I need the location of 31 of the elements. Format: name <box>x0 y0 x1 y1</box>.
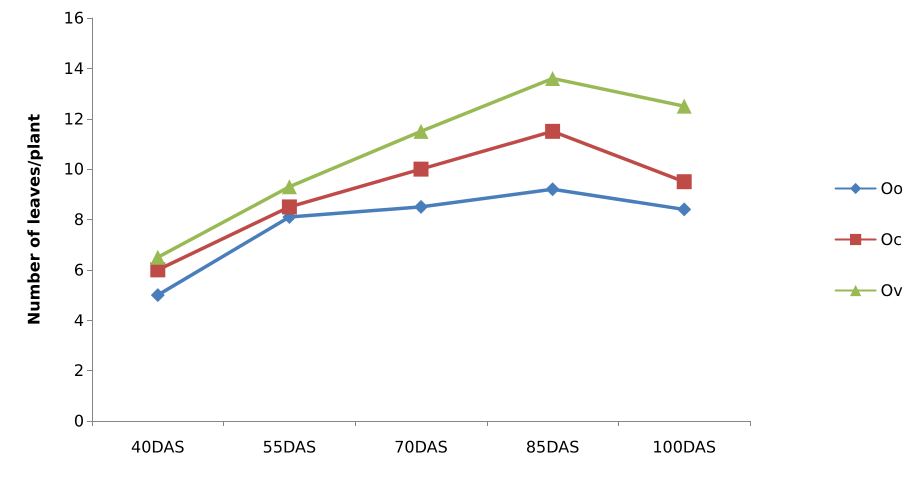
y-tick-label: 10 <box>64 160 84 179</box>
point <box>282 179 297 194</box>
x-tick-label: 70DAS <box>394 438 448 456</box>
point <box>414 124 428 139</box>
point <box>414 162 428 177</box>
y-tick-label: 0 <box>74 412 84 430</box>
y-tick-label: 16 <box>64 8 84 28</box>
y-tick-label: 6 <box>74 260 84 280</box>
point <box>282 199 297 214</box>
point <box>676 98 692 114</box>
legend-label: Ov <box>880 281 903 300</box>
y-axis-title: Number of leaves/plant <box>24 114 44 326</box>
point <box>545 70 560 86</box>
x-tick-label: 100DAS <box>652 438 716 456</box>
y-tick-label: 14 <box>64 58 84 78</box>
y-tick-label: 4 <box>74 310 84 330</box>
y-tick-label: 8 <box>74 210 84 229</box>
point <box>150 288 165 302</box>
point <box>414 200 428 214</box>
x-tick-label: 40DAS <box>131 438 185 456</box>
point <box>150 250 166 265</box>
point <box>677 202 692 216</box>
x-tick-label: 55DAS <box>262 438 316 456</box>
y-tick-label: 2 <box>74 361 84 380</box>
x-tick-label: 85DAS <box>526 438 580 456</box>
y-tick-label: 12 <box>64 109 84 128</box>
legend-label: Oo <box>880 179 904 198</box>
point <box>676 174 692 190</box>
legend-label: Oc <box>880 230 902 249</box>
point <box>546 182 560 196</box>
point <box>545 124 560 139</box>
